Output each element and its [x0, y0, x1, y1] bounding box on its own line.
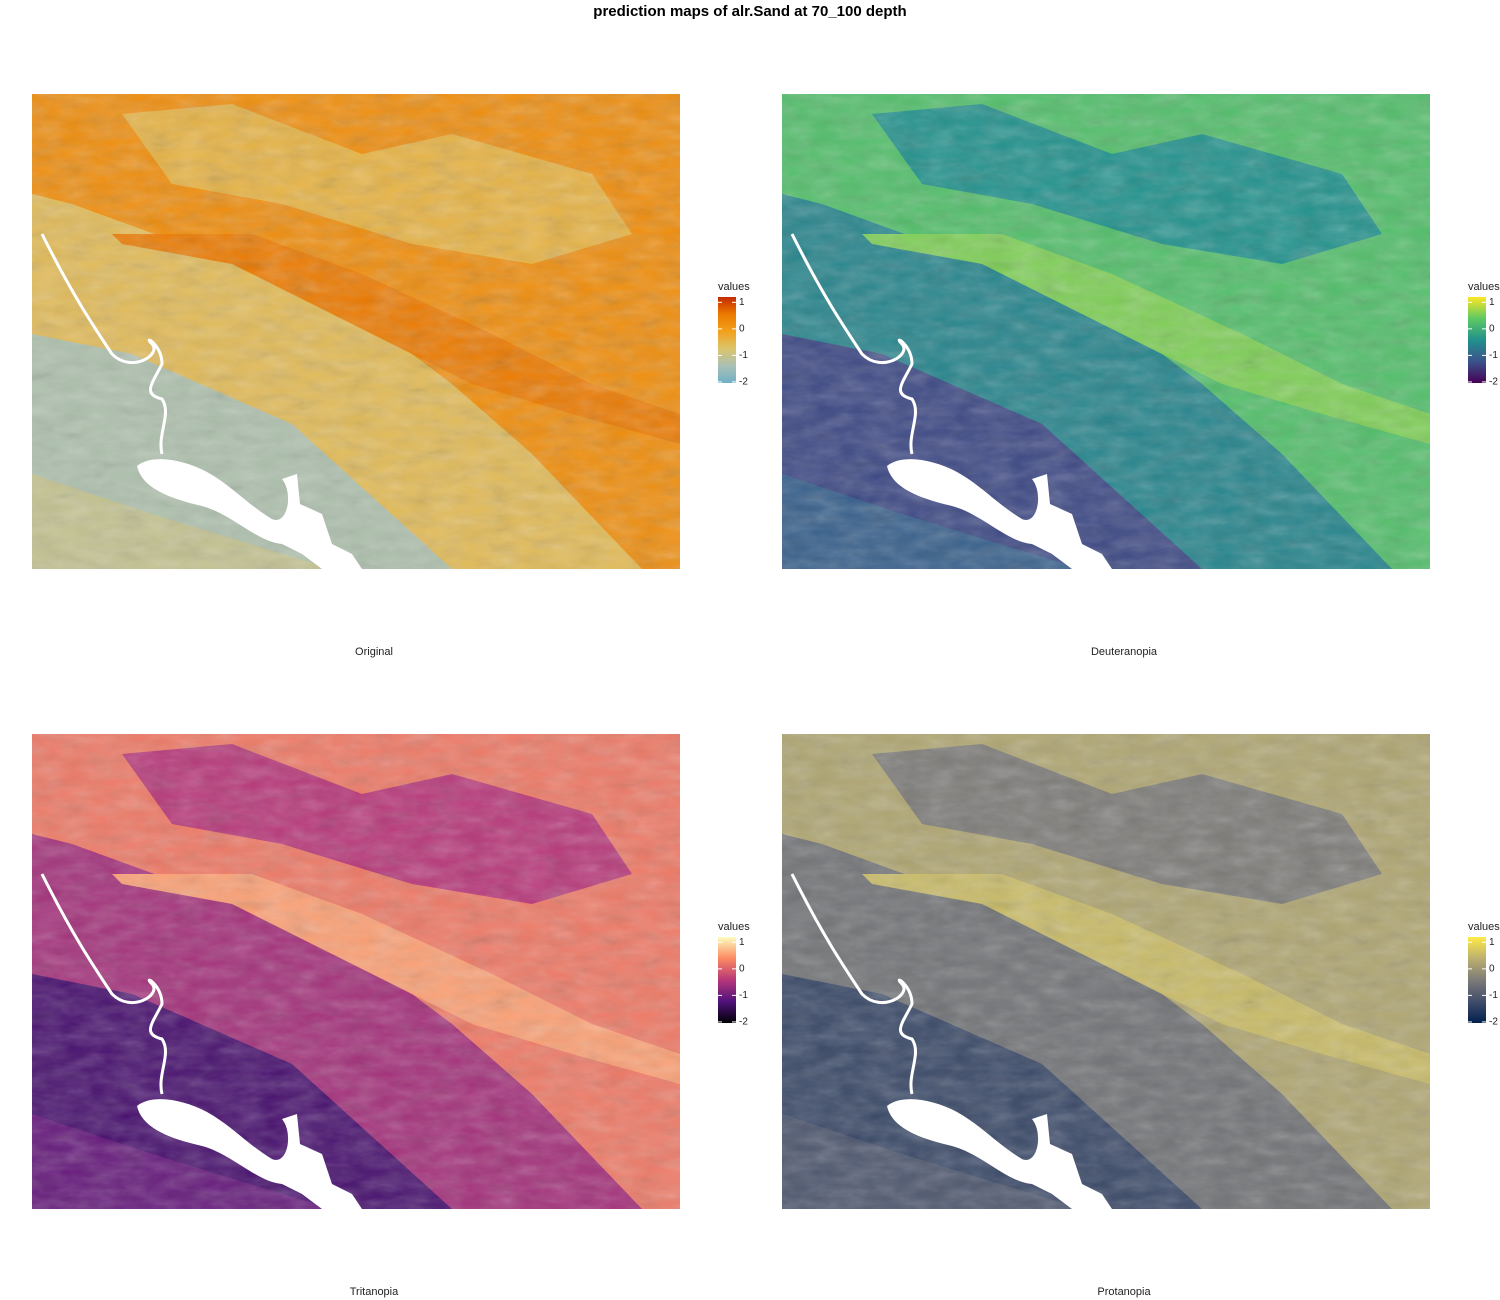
map-panel: [782, 734, 1430, 1209]
map-panel: [32, 94, 680, 569]
panel-caption: Original: [355, 646, 393, 658]
map-texture: [32, 734, 680, 1209]
river: [40, 873, 168, 1095]
legend-title: values: [718, 921, 750, 933]
lake: [137, 1099, 362, 1209]
colorbar-tick-label: 0: [739, 963, 745, 974]
figure-title: prediction maps of alr.Sand at 70_100 de…: [593, 3, 906, 20]
colorbar-tick-label: 0: [1489, 963, 1495, 974]
lake: [887, 459, 1112, 569]
colorbar: [718, 937, 736, 1023]
river: [40, 233, 168, 455]
colorbar-tick-label: 0: [739, 323, 745, 334]
map-texture: [32, 94, 680, 569]
colorbar-tick-label: 1: [1489, 297, 1495, 308]
colorbar-tick-label: -2: [739, 377, 748, 388]
lake: [137, 459, 362, 569]
panel-caption: Tritanopia: [350, 1286, 399, 1298]
colorbar-tick-label: -2: [1489, 1017, 1498, 1028]
river: [790, 233, 918, 455]
river: [790, 873, 918, 1095]
colorbar-tick-label: 1: [739, 937, 745, 948]
legend-title: values: [1468, 281, 1500, 293]
colorbar-tick-label: -2: [739, 1017, 748, 1028]
lake: [887, 1099, 1112, 1209]
colorbar-tick-label: 1: [739, 297, 745, 308]
colorbar-tick-label: 1: [1489, 937, 1495, 948]
colorbar-tick-label: -1: [739, 350, 748, 361]
colorbar-tick-label: -1: [1489, 990, 1498, 1001]
colorbar-tick-label: -2: [1489, 377, 1498, 388]
map-panel: [32, 734, 680, 1209]
map-texture: [782, 94, 1430, 569]
legend-title: values: [1468, 921, 1500, 933]
panel-caption: Protanopia: [1097, 1286, 1151, 1298]
colorbar-tick-label: -1: [1489, 350, 1498, 361]
panel-caption: Deuteranopia: [1091, 646, 1158, 658]
map-texture: [782, 734, 1430, 1209]
colorbar-tick-label: 0: [1489, 323, 1495, 334]
colorbar-tick-label: -1: [739, 990, 748, 1001]
colorbar: [718, 297, 736, 383]
legend-title: values: [718, 281, 750, 293]
map-panel: [782, 94, 1430, 569]
colorbar: [1468, 937, 1486, 1023]
colorbar: [1468, 297, 1486, 383]
